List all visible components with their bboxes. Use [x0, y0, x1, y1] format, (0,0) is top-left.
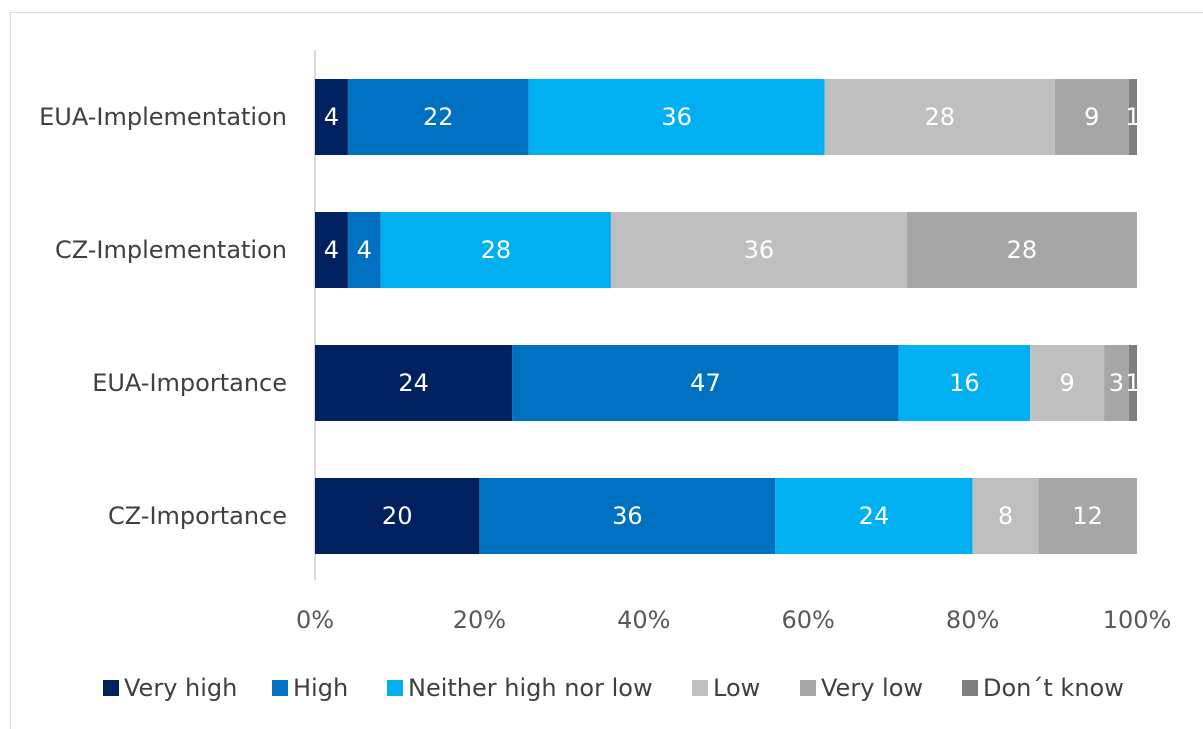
legend-swatch: [692, 680, 708, 696]
data-label: 8: [998, 502, 1013, 530]
bar-segment: [610, 212, 907, 288]
bar-segment: [1128, 345, 1137, 421]
bar-segment: [315, 212, 348, 288]
bar-segment: [1038, 478, 1137, 554]
data-label: 36: [744, 236, 775, 264]
bar-segment: [1030, 345, 1105, 421]
data-label: 36: [612, 502, 643, 530]
category-label: CZ-Implementation: [55, 236, 287, 264]
data-label: 1: [1125, 369, 1140, 397]
legend-swatch: [387, 680, 403, 696]
bar-segment: [347, 79, 529, 155]
bar-segment: [380, 212, 611, 288]
legend-label: Low: [713, 674, 760, 702]
data-label: 4: [324, 103, 339, 131]
bar-segment: [479, 478, 776, 554]
bar-segment: [1104, 345, 1129, 421]
bar-segment: [906, 212, 1137, 288]
data-label: 22: [423, 103, 454, 131]
x-tick-label: 80%: [946, 606, 999, 634]
legend-label: Don´t know: [983, 674, 1124, 702]
category-label: EUA-Implementation: [39, 103, 287, 131]
x-tick-label: 100%: [1103, 606, 1172, 634]
legend-swatch: [103, 680, 119, 696]
legend-swatch: [800, 680, 816, 696]
data-label: 24: [859, 502, 890, 530]
bar-segment: [347, 212, 381, 288]
bar-segment: [1128, 79, 1137, 155]
category-labels: EUA-Implementation CZ-Implementation EUA-I…: [39, 103, 287, 530]
legend-label: Very high: [124, 674, 237, 702]
x-tick-label: 20%: [453, 606, 506, 634]
bar-segment: [315, 345, 513, 421]
data-label: 3: [1109, 369, 1124, 397]
bar-segment: [315, 79, 348, 155]
x-axis-ticks: 0% 20% 40% 60% 80% 100%: [296, 606, 1171, 634]
bar-segment: [775, 478, 973, 554]
bar-segment: [315, 478, 480, 554]
data-label: 1: [1125, 103, 1140, 131]
bar-segment: [824, 79, 1055, 155]
data-label: 28: [924, 103, 955, 131]
data-label: 12: [1072, 502, 1103, 530]
legend-label: High: [293, 674, 348, 702]
bar-segment: [528, 79, 825, 155]
chart-frame: [10, 12, 1203, 729]
category-label: EUA-Importance: [92, 369, 287, 397]
data-label: 36: [661, 103, 692, 131]
bar-segment: [1054, 79, 1129, 155]
bar-segment: [972, 478, 1039, 554]
bar-segment: [898, 345, 1031, 421]
category-label: CZ-Importance: [108, 502, 287, 530]
legend-swatch: [962, 680, 978, 696]
legend-swatch: [272, 680, 288, 696]
data-label: 4: [324, 236, 339, 264]
data-label: 4: [357, 236, 372, 264]
data-label: 28: [1007, 236, 1038, 264]
data-label: 9: [1059, 369, 1074, 397]
legend-label: Very low: [821, 674, 923, 702]
bar-segment: [512, 345, 899, 421]
legend: Very high High Neither high nor low Low Very…: [103, 674, 1124, 702]
x-tick-label: 0%: [296, 606, 334, 634]
legend-label: Neither high nor low: [408, 674, 653, 702]
data-label: 9: [1084, 103, 1099, 131]
data-label: 20: [382, 502, 413, 530]
x-tick-label: 60%: [782, 606, 835, 634]
data-label: 47: [690, 369, 721, 397]
data-label: 24: [398, 369, 429, 397]
data-label: 16: [949, 369, 980, 397]
x-tick-label: 40%: [617, 606, 670, 634]
data-label: 28: [481, 236, 512, 264]
